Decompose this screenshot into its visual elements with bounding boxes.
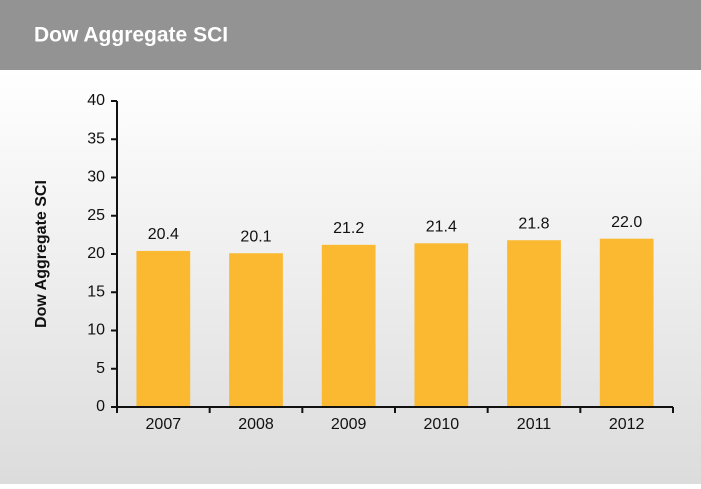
- x-tick-label: 2010: [424, 416, 460, 433]
- x-tick-label: 2011: [517, 416, 552, 433]
- y-tick-label: 0: [96, 398, 105, 415]
- y-tick-label: 10: [87, 322, 105, 339]
- y-tick-label: 30: [87, 169, 105, 186]
- x-tick-label: 2009: [331, 416, 367, 433]
- bar: [507, 240, 561, 407]
- x-tick-label: 2007: [146, 416, 182, 433]
- value-label: 22.0: [611, 214, 642, 231]
- x-tick-label: 2012: [609, 416, 645, 433]
- value-label: 20.4: [148, 226, 179, 243]
- chart-title: Dow Aggregate SCI: [34, 24, 228, 47]
- x-tick-label: 2008: [238, 416, 274, 433]
- y-tick-label: 35: [87, 130, 105, 147]
- bar: [229, 253, 283, 407]
- bar: [414, 243, 469, 407]
- bar: [599, 238, 654, 407]
- value-label: 21.8: [518, 215, 549, 232]
- value-label: 21.4: [426, 219, 457, 236]
- y-tick-label: 20: [87, 245, 105, 262]
- y-tick-label: 15: [87, 283, 105, 300]
- y-axis-label: Dow Aggregate SCI: [33, 180, 50, 328]
- y-tick-label: 5: [96, 360, 105, 377]
- header: [0, 0, 701, 70]
- value-label: 21.2: [333, 220, 364, 237]
- y-tick-label: 25: [87, 207, 105, 224]
- y-tick-label: 40: [87, 92, 105, 109]
- value-label: 20.1: [240, 228, 271, 245]
- bar: [136, 250, 191, 407]
- bar: [321, 244, 376, 407]
